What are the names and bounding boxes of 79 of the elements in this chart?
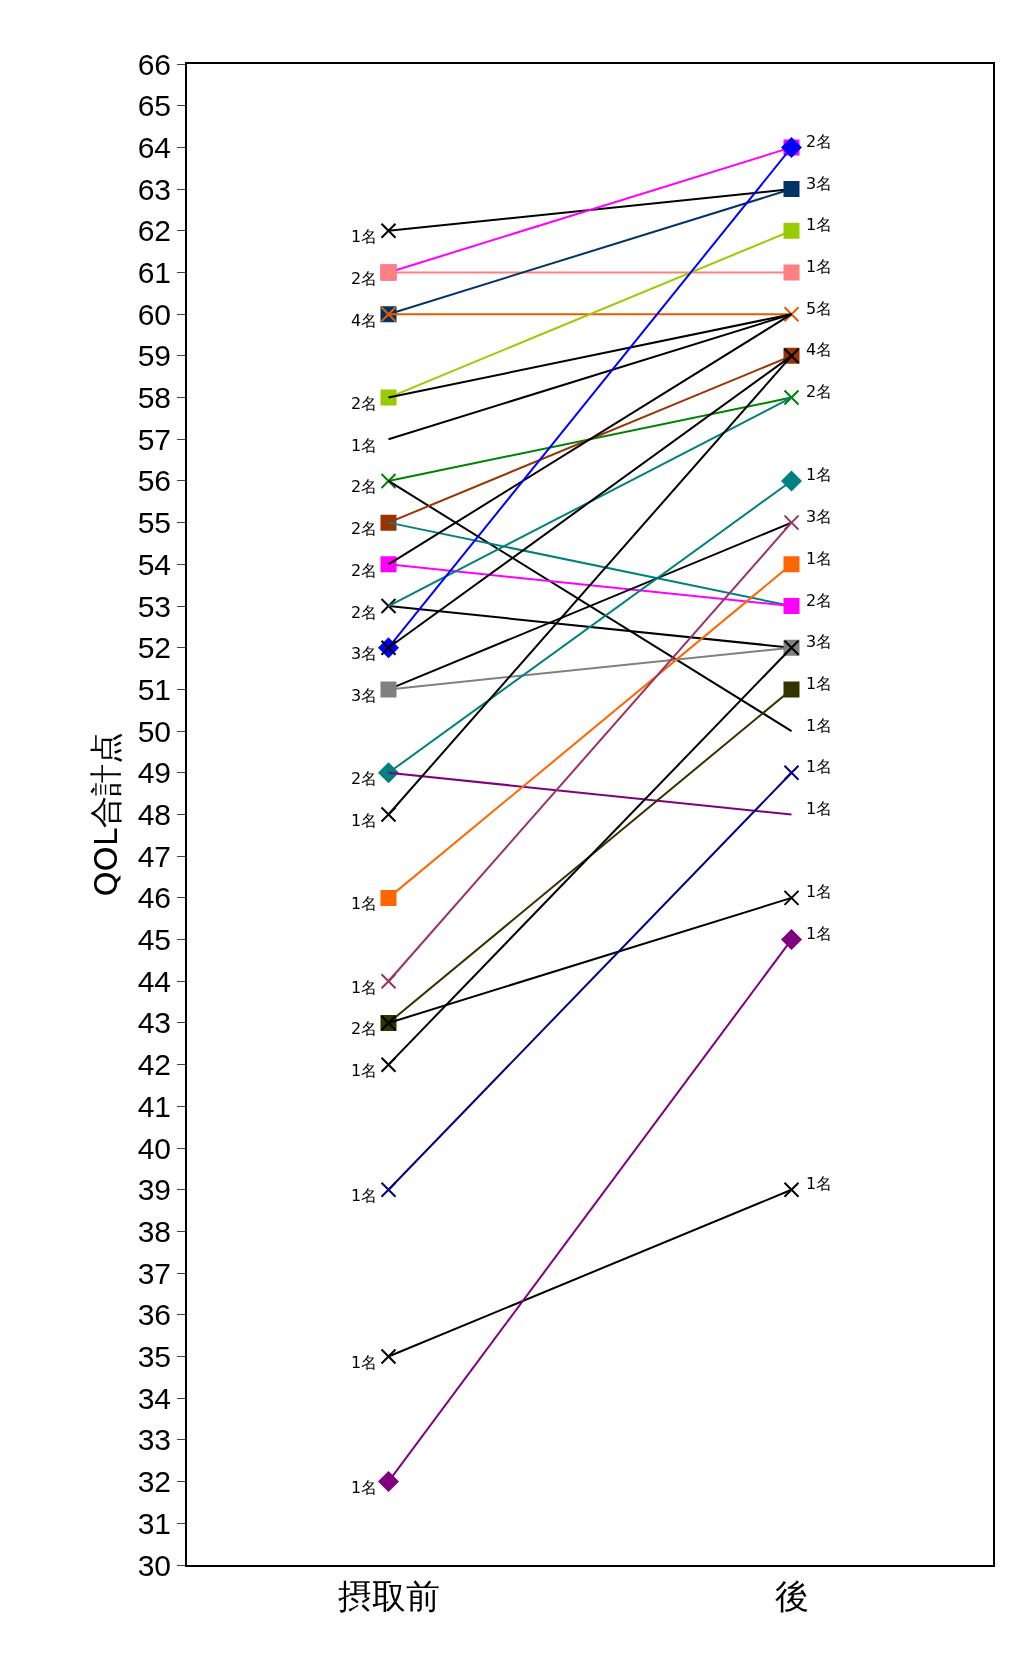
y-tick-label: 49 xyxy=(137,756,171,790)
annotation: 1名 xyxy=(351,1353,378,1372)
annotation: 1名 xyxy=(351,436,378,455)
annotation: 2名 xyxy=(351,603,378,622)
y-tick-label: 61 xyxy=(137,255,171,289)
y-tick-label: 34 xyxy=(137,1381,171,1415)
y-tick-label: 44 xyxy=(137,964,171,998)
y-tick-label: 64 xyxy=(137,130,171,164)
annotation: 1名 xyxy=(351,1478,378,1497)
y-tick-label: 36 xyxy=(137,1298,171,1332)
y-tick-label: 33 xyxy=(137,1423,171,1457)
annotation: 1名 xyxy=(351,894,378,913)
annotation: 2名 xyxy=(806,591,833,610)
annotation: 1名 xyxy=(806,882,833,901)
y-tick-label: 62 xyxy=(137,214,171,248)
annotation: 1名 xyxy=(351,1061,378,1080)
y-tick-label: 56 xyxy=(137,464,171,498)
annotation: 1名 xyxy=(806,465,833,484)
annotation: 1名 xyxy=(351,978,378,997)
y-tick-label: 48 xyxy=(137,798,171,831)
annotation: 2名 xyxy=(351,519,378,538)
y-tick-label: 47 xyxy=(137,839,171,873)
annotation: 3名 xyxy=(351,644,378,663)
annotation: 1名 xyxy=(806,1174,833,1193)
y-tick-label: 50 xyxy=(137,714,171,748)
y-tick-label: 41 xyxy=(137,1089,171,1123)
y-tick-label: 55 xyxy=(137,506,171,540)
y-tick-label: 38 xyxy=(137,1214,171,1248)
annotation: 1名 xyxy=(806,674,833,693)
annotation: 5名 xyxy=(806,299,833,318)
annotation: 1名 xyxy=(806,757,833,776)
y-tick-label: 31 xyxy=(137,1506,171,1540)
y-tick-label: 54 xyxy=(137,547,171,581)
y-tick-label: 30 xyxy=(137,1548,171,1582)
y-tick-label: 39 xyxy=(137,1173,171,1207)
annotation: 3名 xyxy=(351,686,378,705)
y-tick-label: 46 xyxy=(137,881,171,915)
x-tick-label: 摂取前 xyxy=(337,1575,440,1616)
annotation: 1名 xyxy=(351,811,378,830)
annotation: 2名 xyxy=(351,561,378,580)
y-tick-label: 63 xyxy=(137,172,171,206)
y-tick-label: 43 xyxy=(137,1006,171,1040)
annotation: 1名 xyxy=(351,1186,378,1205)
annotation: 2名 xyxy=(806,382,833,401)
y-tick-label: 45 xyxy=(137,923,171,957)
annotation: 4名 xyxy=(351,311,378,330)
annotation: 2名 xyxy=(351,269,378,288)
annotation: 1名 xyxy=(806,799,833,818)
annotation: 3名 xyxy=(806,507,833,526)
x-tick-label: 後 xyxy=(774,1575,809,1616)
y-axis-title: QOL合計点 xyxy=(87,732,126,897)
y-tick-label: 32 xyxy=(137,1465,171,1499)
y-tick-label: 58 xyxy=(137,381,171,415)
y-tick-label: 60 xyxy=(137,297,171,331)
y-tick-label: 37 xyxy=(137,1256,171,1290)
y-tick-label: 52 xyxy=(137,631,171,665)
y-tick-label: 42 xyxy=(137,1048,171,1082)
annotation: 1名 xyxy=(806,549,833,568)
annotation: 2名 xyxy=(351,1019,378,1038)
annotation: 4名 xyxy=(806,340,833,359)
annotation: 2名 xyxy=(351,394,378,413)
y-tick-label: 57 xyxy=(137,422,171,456)
annotation: 1名 xyxy=(806,257,833,276)
y-tick-label: 51 xyxy=(137,672,171,706)
annotation: 3名 xyxy=(806,174,833,193)
annotation: 2名 xyxy=(351,769,378,788)
annotation: 1名 xyxy=(351,227,378,246)
annotation: 2名 xyxy=(351,477,378,496)
annotation: 1名 xyxy=(806,924,833,943)
annotation: 3名 xyxy=(806,632,833,651)
annotation: 1名 xyxy=(806,716,833,735)
y-tick-label: 65 xyxy=(137,89,171,123)
y-tick-label: 66 xyxy=(137,47,171,81)
y-tick-label: 53 xyxy=(137,589,171,623)
annotation: 1名 xyxy=(806,215,833,234)
y-tick-label: 35 xyxy=(137,1340,171,1374)
y-tick-label: 40 xyxy=(137,1131,171,1165)
y-tick-label: 59 xyxy=(137,339,171,373)
annotation: 2名 xyxy=(806,132,833,151)
